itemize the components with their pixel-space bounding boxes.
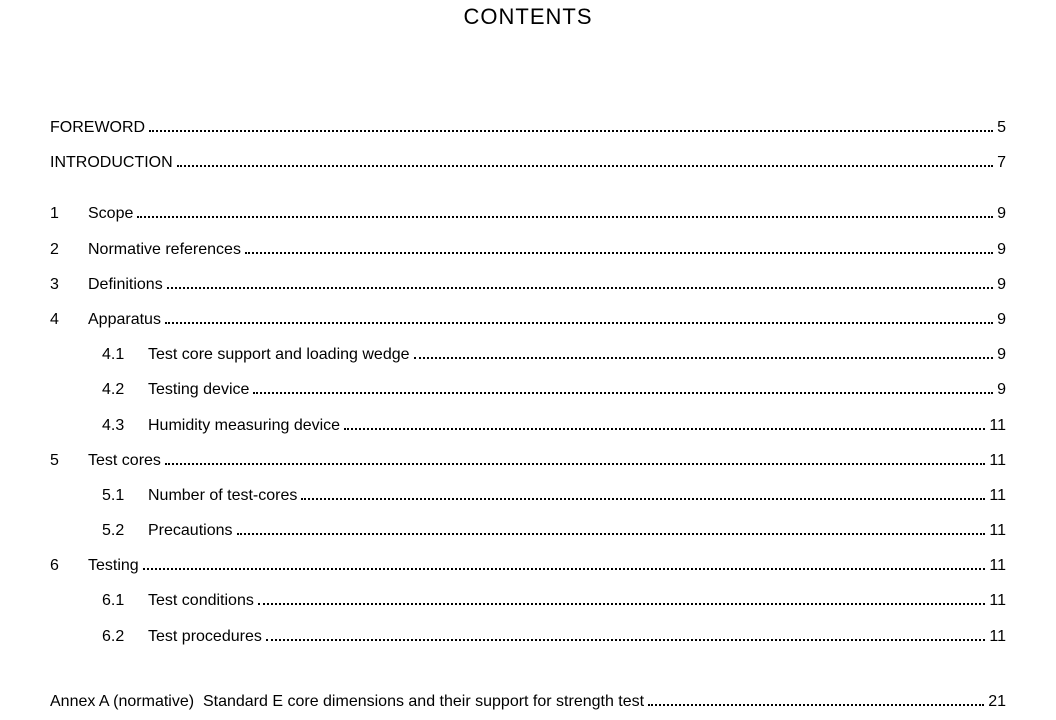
toc-page: 11 <box>989 548 1006 583</box>
toc-page: 11 <box>989 513 1006 548</box>
toc-leader <box>648 693 984 705</box>
toc-page: 11 <box>989 443 1006 478</box>
toc-num: 5.1 <box>102 478 148 513</box>
toc-leader <box>245 241 993 253</box>
toc-page: 9 <box>997 196 1006 231</box>
toc-page: 9 <box>997 302 1006 337</box>
toc-leader <box>344 417 985 429</box>
toc-label: Apparatus <box>88 302 161 337</box>
toc-label: Testing <box>88 548 139 583</box>
toc-list: FOREWORD 5 INTRODUCTION 7 1 Scope 9 2 No… <box>50 110 1006 720</box>
toc-num: 1 <box>50 196 88 231</box>
toc-leader <box>165 452 985 464</box>
toc-label: Test conditions <box>148 583 254 618</box>
toc-page: 9 <box>997 232 1006 267</box>
toc-page: 9 <box>997 372 1006 407</box>
toc-page: 11 <box>989 478 1006 513</box>
toc-entry-6-1: 6.1 Test conditions 11 <box>50 583 1006 618</box>
toc-leader <box>237 523 986 535</box>
toc-page: 9 <box>997 267 1006 302</box>
toc-leader <box>253 382 993 394</box>
page-container: CONTENTS FOREWORD 5 INTRODUCTION 7 1 Sco… <box>0 4 1056 720</box>
toc-entry-6-2: 6.2 Test procedures 11 <box>50 619 1006 654</box>
toc-leader <box>258 593 986 605</box>
toc-entry-6: 6 Testing 11 <box>50 548 1006 583</box>
toc-page: 11 <box>989 619 1006 654</box>
toc-num: 4 <box>50 302 88 337</box>
toc-leader <box>167 276 993 288</box>
toc-label: Definitions <box>88 267 163 302</box>
toc-num: 4.3 <box>102 408 148 443</box>
toc-num: 4.1 <box>102 337 148 372</box>
toc-num: 5.2 <box>102 513 148 548</box>
toc-leader <box>165 312 993 324</box>
toc-entry-2: 2 Normative references 9 <box>50 232 1006 267</box>
toc-leader <box>301 487 985 499</box>
toc-label: Test procedures <box>148 619 262 654</box>
toc-num: 2 <box>50 232 88 267</box>
toc-page: 5 <box>997 110 1006 145</box>
toc-label: Number of test-cores <box>148 478 297 513</box>
toc-page: 9 <box>997 337 1006 372</box>
contents-heading: CONTENTS <box>50 4 1006 30</box>
toc-page: 21 <box>988 684 1006 719</box>
toc-entry-5-1: 5.1 Number of test-cores 11 <box>50 478 1006 513</box>
toc-entry-4-3: 4.3 Humidity measuring device 11 <box>50 408 1006 443</box>
toc-label: Normative references <box>88 232 241 267</box>
toc-num: 6.1 <box>102 583 148 618</box>
toc-entry-5: 5 Test cores 11 <box>50 443 1006 478</box>
toc-entry-foreword: FOREWORD 5 <box>50 110 1006 145</box>
toc-num: 4.2 <box>102 372 148 407</box>
toc-page: 11 <box>989 583 1006 618</box>
toc-label: FOREWORD <box>50 110 145 145</box>
toc-leader <box>414 347 994 359</box>
toc-entry-4-2: 4.2 Testing device 9 <box>50 372 1006 407</box>
toc-page: 11 <box>989 408 1006 443</box>
toc-entry-4: 4 Apparatus 9 <box>50 302 1006 337</box>
toc-entry-introduction: INTRODUCTION 7 <box>50 145 1006 180</box>
toc-entry-4-1: 4.1 Test core support and loading wedge … <box>50 337 1006 372</box>
toc-num: 6 <box>50 548 88 583</box>
toc-leader <box>143 558 986 570</box>
toc-label: Testing device <box>148 372 249 407</box>
toc-label: Test core support and loading wedge <box>148 337 410 372</box>
toc-num: 3 <box>50 267 88 302</box>
toc-entry-annex-a: Annex A (normative) Standard E core dime… <box>50 684 1006 719</box>
toc-leader <box>266 628 986 640</box>
toc-label: Test cores <box>88 443 161 478</box>
toc-label: Annex A (normative) Standard E core dime… <box>50 684 644 719</box>
toc-entry-1: 1 Scope 9 <box>50 196 1006 231</box>
toc-num: 6.2 <box>102 619 148 654</box>
toc-label: Humidity measuring device <box>148 408 340 443</box>
toc-leader <box>137 206 993 218</box>
toc-leader <box>177 155 993 167</box>
toc-label: Precautions <box>148 513 233 548</box>
toc-page: 7 <box>997 145 1006 180</box>
toc-entry-3: 3 Definitions 9 <box>50 267 1006 302</box>
toc-label: INTRODUCTION <box>50 145 173 180</box>
toc-entry-5-2: 5.2 Precautions 11 <box>50 513 1006 548</box>
toc-num: 5 <box>50 443 88 478</box>
toc-leader <box>149 120 993 132</box>
toc-label: Scope <box>88 196 133 231</box>
